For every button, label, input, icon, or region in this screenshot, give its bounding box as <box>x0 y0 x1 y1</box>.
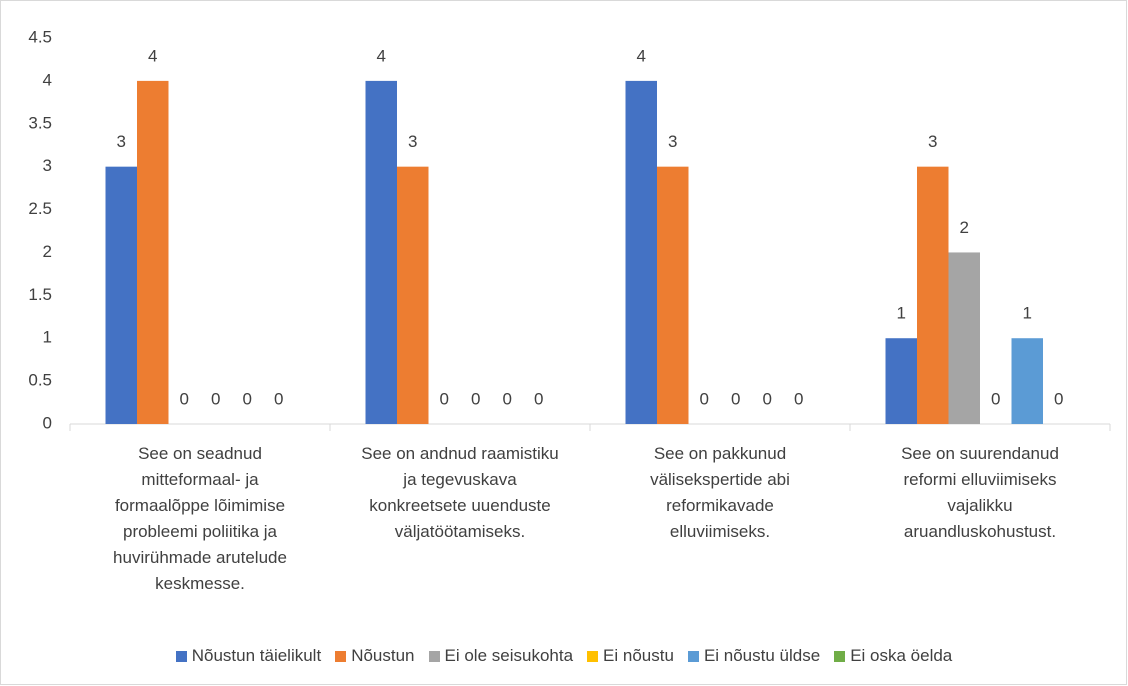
data-label: 0 <box>471 389 480 408</box>
x-tick-label: See on andnud raamistiku ja tegevuskava … <box>361 444 559 541</box>
bar <box>657 166 689 424</box>
data-label: 0 <box>274 389 283 408</box>
data-label: 0 <box>1054 389 1063 408</box>
data-label: 0 <box>243 389 252 408</box>
legend-label: Ei nõustu <box>603 646 674 665</box>
data-label: 0 <box>731 389 740 408</box>
bar <box>885 338 917 424</box>
data-label: 3 <box>117 132 126 151</box>
legend-item: Ei nõustu <box>587 646 674 666</box>
legend-swatch <box>587 650 599 662</box>
data-label: 2 <box>960 218 969 237</box>
legend-label: Nõustun täielikult <box>191 646 322 665</box>
y-tick-label: 2 <box>43 242 52 261</box>
legend-item: Ei ole seisukohta <box>428 646 574 666</box>
legend-item: Nõustun <box>335 646 415 666</box>
data-label: 1 <box>1023 304 1032 323</box>
x-tick-label: See on seadnud mitteformaal- ja formaalõ… <box>113 444 287 593</box>
y-tick-label: 4 <box>43 70 52 89</box>
legend-item: Ei oska öelda <box>834 646 952 666</box>
legend: Nõustun täielikult Nõustun Ei ole seisukoh… <box>0 646 1128 666</box>
data-label: 3 <box>408 132 417 151</box>
bar <box>105 166 137 424</box>
y-tick-label: 4.5 <box>28 27 52 46</box>
x-tick-label: See on pakkunud välisekspertide abi refo… <box>650 444 790 541</box>
bar <box>625 80 657 424</box>
bar <box>137 80 169 424</box>
legend-swatch <box>335 650 347 662</box>
data-label: 4 <box>637 46 646 65</box>
bar <box>397 166 429 424</box>
data-label: 4 <box>377 46 386 65</box>
y-tick-label: 3.5 <box>28 113 52 132</box>
legend-label: Ei ole seisukohta <box>444 646 574 665</box>
y-tick-label: 1.5 <box>28 285 52 304</box>
data-label: 0 <box>763 389 772 408</box>
x-tick-label: See on suurendanud reformi elluviimiseks… <box>901 444 1059 541</box>
data-label: 0 <box>211 389 220 408</box>
legend-label: Ei oska öelda <box>850 646 953 665</box>
data-label: 0 <box>180 389 189 408</box>
data-label: 0 <box>534 389 543 408</box>
legend-item: Nõustun täielikult <box>175 646 322 666</box>
data-label: 0 <box>794 389 803 408</box>
data-label: 0 <box>440 389 449 408</box>
y-tick-label: 0 <box>43 413 52 432</box>
legend-swatch <box>834 650 846 662</box>
bar <box>917 166 949 424</box>
legend-item: Ei nõustu üldse <box>687 646 821 666</box>
bar <box>1011 338 1043 424</box>
data-label: 4 <box>148 46 157 65</box>
data-label: 3 <box>928 132 937 151</box>
y-tick-label: 2.5 <box>28 199 52 218</box>
data-label: 0 <box>503 389 512 408</box>
y-tick-label: 0.5 <box>28 371 52 390</box>
bar <box>365 80 397 424</box>
legend-swatch <box>175 650 187 662</box>
legend-label: Nõustun <box>351 646 415 665</box>
data-label: 1 <box>897 304 906 323</box>
data-label: 3 <box>668 132 677 151</box>
legend-swatch <box>428 650 440 662</box>
legend-label: Ei nõustu üldse <box>703 646 821 665</box>
bar <box>948 252 980 424</box>
y-tick-label: 1 <box>43 328 52 347</box>
legend-swatch <box>687 650 699 662</box>
data-label: 0 <box>700 389 709 408</box>
y-tick-label: 3 <box>43 156 52 175</box>
data-label: 0 <box>991 389 1000 408</box>
